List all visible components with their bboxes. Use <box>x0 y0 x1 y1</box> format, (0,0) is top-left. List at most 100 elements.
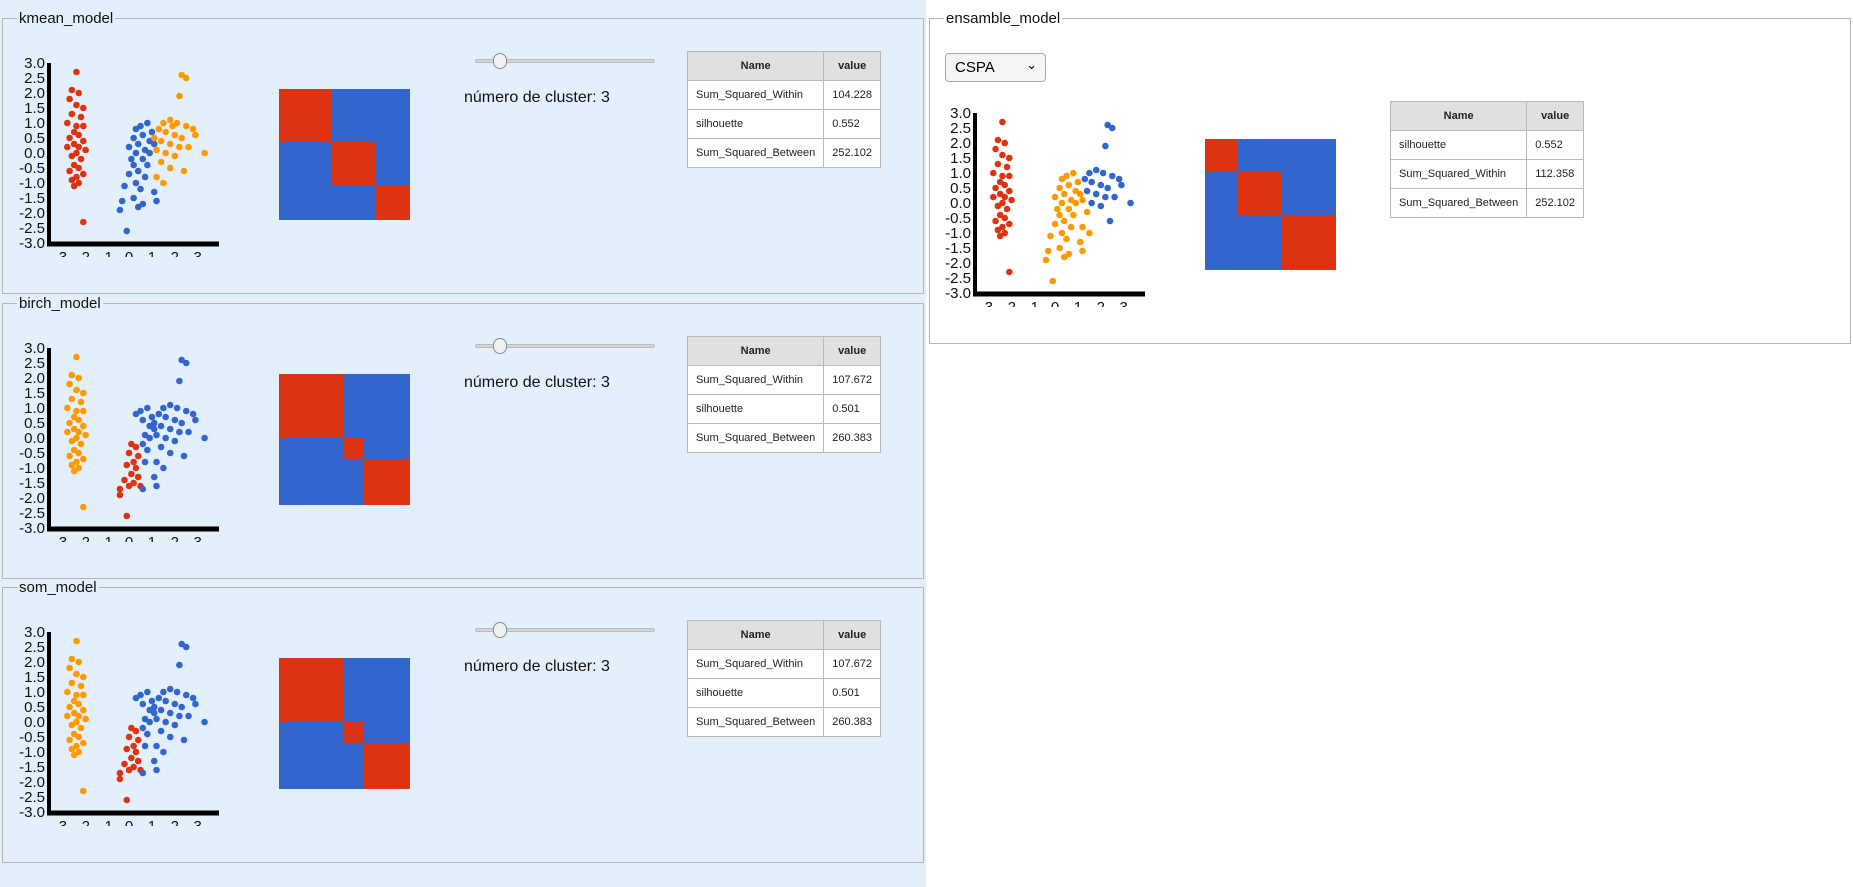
cluster-slider[interactable] <box>475 620 655 640</box>
data-point <box>171 700 179 708</box>
data-point <box>139 416 147 424</box>
data-point <box>80 122 87 130</box>
ensemble-method-select[interactable]: CSPA ⌄ <box>945 53 1046 82</box>
x-tick-label: 1 <box>1074 299 1082 307</box>
data-point <box>125 170 133 178</box>
data-point <box>141 742 149 750</box>
y-tick-label: 0.0 <box>24 430 45 447</box>
slider-track[interactable] <box>475 59 655 63</box>
slider-thumb[interactable] <box>493 53 507 69</box>
data-point <box>64 688 71 696</box>
data-point <box>994 226 1002 234</box>
data-point <box>80 104 87 112</box>
data-point <box>75 89 83 97</box>
y-tick-label: 3.0 <box>24 342 45 357</box>
data-point <box>1054 205 1061 213</box>
cluster-slider[interactable] <box>475 336 655 356</box>
y-tick-label: -3.0 <box>19 235 45 252</box>
data-point <box>1060 190 1068 198</box>
data-point <box>1088 199 1095 207</box>
birch-model-panel: birch_model 3.0 2.5 2.0 1.5 1.0 0.5 0.0 -0.5 -1.… <box>2 295 924 579</box>
data-point <box>155 694 163 702</box>
data-point <box>999 118 1006 126</box>
slider-thumb[interactable] <box>493 622 507 638</box>
data-point <box>155 125 163 133</box>
cluster-count-label: número de cluster: 3 <box>464 89 610 106</box>
data-point <box>82 146 89 154</box>
data-point <box>130 458 137 466</box>
coassociation-matrix <box>279 658 410 789</box>
data-point <box>1115 175 1123 183</box>
metric-name: silhouette <box>686 394 825 424</box>
data-point <box>70 751 78 759</box>
x-tick-label: 3 <box>194 534 202 542</box>
coassociation-matrix <box>279 89 410 220</box>
data-point <box>66 664 73 672</box>
data-point <box>1086 169 1093 177</box>
y-tick-label: -1.5 <box>945 240 971 257</box>
data-point <box>132 179 140 187</box>
data-point <box>134 757 142 765</box>
data-point <box>1097 202 1105 210</box>
data-point <box>157 727 165 735</box>
data-point <box>139 724 147 732</box>
data-point <box>189 694 197 702</box>
data-point <box>148 697 156 705</box>
data-point <box>128 155 135 163</box>
x-tick-label: 1 <box>148 534 156 542</box>
data-point <box>1097 181 1105 189</box>
data-point <box>137 185 144 193</box>
data-point <box>992 217 999 225</box>
data-point <box>157 443 165 451</box>
data-point <box>1006 268 1013 276</box>
data-point <box>80 137 87 145</box>
data-point <box>75 416 83 424</box>
data-point <box>1076 238 1084 246</box>
data-point <box>68 395 76 403</box>
data-point <box>125 733 133 741</box>
slider-thumb[interactable] <box>493 338 507 354</box>
data-point <box>73 386 80 394</box>
data-point <box>1051 193 1059 201</box>
metric-value: 252.102 <box>1526 188 1585 218</box>
data-point <box>180 167 188 175</box>
slider-track[interactable] <box>475 344 655 348</box>
data-point <box>64 404 71 412</box>
matrix-block <box>364 743 410 789</box>
x-tick-label: -2 <box>77 534 90 542</box>
data-point <box>144 688 151 696</box>
data-point <box>153 482 160 490</box>
data-point <box>153 715 160 723</box>
data-point <box>201 718 208 726</box>
x-tick-label: 3 <box>194 249 202 257</box>
data-point <box>80 787 87 795</box>
y-tick-label: 3.0 <box>950 107 971 122</box>
data-point <box>68 371 76 379</box>
data-point <box>134 167 142 175</box>
y-tick-label: -2.0 <box>19 774 45 791</box>
y-tick-label: -1.0 <box>19 460 45 477</box>
data-point <box>990 193 997 201</box>
data-point <box>189 410 197 418</box>
slider-track[interactable] <box>475 628 655 632</box>
y-tick-label: 0.5 <box>24 415 45 432</box>
data-point <box>1049 277 1057 285</box>
data-point <box>157 158 165 166</box>
cluster-slider[interactable] <box>475 51 655 71</box>
data-point <box>1056 244 1063 252</box>
data-point <box>139 440 147 448</box>
data-point <box>1042 256 1050 264</box>
matrix-block <box>332 142 375 185</box>
y-tick-label: -0.5 <box>945 210 971 227</box>
data-point <box>162 149 169 157</box>
data-point <box>1001 181 1009 189</box>
data-point <box>77 440 85 448</box>
data-point <box>144 161 151 169</box>
data-point <box>153 146 160 154</box>
data-point <box>1070 211 1077 219</box>
data-point <box>139 700 147 708</box>
data-point <box>150 709 158 717</box>
y-tick-label: 1.0 <box>24 684 45 701</box>
data-point <box>125 449 133 457</box>
metric-name: silhouette <box>686 678 825 708</box>
